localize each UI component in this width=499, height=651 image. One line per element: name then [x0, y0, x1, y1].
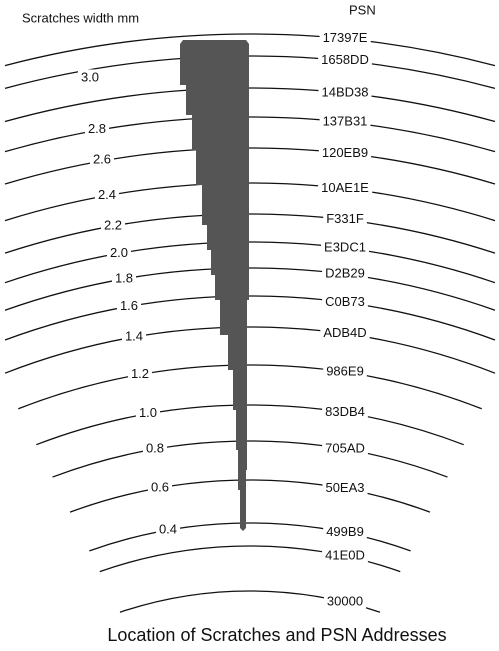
label-background [322, 480, 368, 496]
psn-label: 10AE1E [321, 180, 369, 195]
label-background [77, 69, 103, 85]
labels: 17397E 1658DD 14BD38 137B31 120EB9 10AE1E F331… [77, 30, 373, 609]
width-label: 2.8 [88, 121, 106, 136]
width-label: 2.2 [104, 217, 122, 232]
psn-label: F331F [326, 211, 364, 226]
label-background [322, 293, 368, 309]
label-background [322, 440, 368, 456]
label-background [322, 404, 368, 420]
psn-label: 30000 [327, 594, 363, 609]
track-arc [4, 33, 496, 67]
width-label: 0.6 [151, 479, 169, 494]
width-label: 0.4 [159, 522, 177, 537]
track-arc [4, 116, 496, 153]
psn-label: 83DB4 [325, 404, 365, 419]
track-arc [18, 364, 482, 410]
label-background [322, 547, 368, 563]
label-background [111, 270, 137, 286]
label-background [321, 239, 369, 255]
label-background [142, 440, 168, 456]
track-arc [4, 182, 496, 222]
psn-label: 499B9 [326, 524, 364, 539]
track-arc [89, 522, 411, 552]
psn-header: PSN [349, 2, 376, 17]
track-arc [4, 295, 496, 341]
label-background [320, 325, 370, 341]
psn-label: E3DC1 [324, 239, 366, 254]
track-arc [4, 241, 496, 284]
label-background [147, 479, 173, 495]
track-arc [4, 147, 496, 185]
width-label: 3.0 [81, 69, 99, 84]
track-arc [4, 213, 496, 254]
label-background [89, 151, 115, 167]
label-background [323, 593, 367, 609]
psn-label: 705AD [325, 441, 365, 456]
label-background [116, 297, 142, 313]
track-arc [52, 440, 448, 478]
track-arc [4, 326, 496, 374]
width-label: 2.6 [93, 151, 111, 166]
label-background [318, 52, 372, 68]
caption: Location of Scratches and PSN Addresses [107, 625, 446, 645]
psn-label: 41E0D [325, 547, 365, 562]
label-background [100, 217, 126, 233]
psn-label: D2B29 [325, 266, 365, 281]
label-background [319, 113, 371, 129]
psn-label: 137B31 [323, 114, 368, 129]
label-background [121, 328, 147, 344]
track-arc [4, 267, 496, 311]
psn-label: 14BD38 [322, 84, 369, 99]
track-arc [69, 479, 431, 513]
width-label: 2.0 [110, 245, 128, 260]
width-label: 1.8 [115, 270, 133, 285]
psn-label: 50EA3 [325, 480, 364, 495]
label-background [155, 521, 181, 537]
psn-label: C0B73 [325, 294, 365, 309]
width-label: 1.2 [131, 366, 149, 381]
label-background [106, 244, 132, 260]
width-label: 2.4 [98, 187, 116, 202]
label-background [94, 187, 120, 203]
arcs [4, 33, 496, 613]
label-background [135, 405, 161, 421]
label-background [318, 144, 372, 160]
scratch-shape [180, 40, 249, 531]
psn-label: 17397E [323, 30, 368, 45]
track-arc [4, 55, 496, 89]
label-background [318, 179, 373, 195]
psn-label: 120EB9 [322, 145, 368, 160]
psn-label: 1658DD [321, 52, 369, 67]
label-background [319, 30, 371, 46]
width-label: 0.8 [146, 441, 164, 456]
label-background [323, 211, 367, 227]
label-background [84, 120, 110, 136]
width-header: Scratches width mm [22, 10, 139, 25]
label-background [127, 366, 153, 382]
width-label: 1.0 [139, 405, 157, 420]
width-label: 1.4 [125, 329, 143, 344]
psn-label: ADB4D [323, 325, 366, 340]
track-arc [4, 87, 496, 123]
label-background [322, 265, 368, 281]
psn-label: 986E9 [326, 364, 364, 379]
track-arc [36, 404, 464, 446]
label-background [318, 84, 372, 100]
label-background [323, 363, 367, 379]
label-background [323, 523, 367, 539]
width-label: 1.6 [120, 298, 138, 313]
